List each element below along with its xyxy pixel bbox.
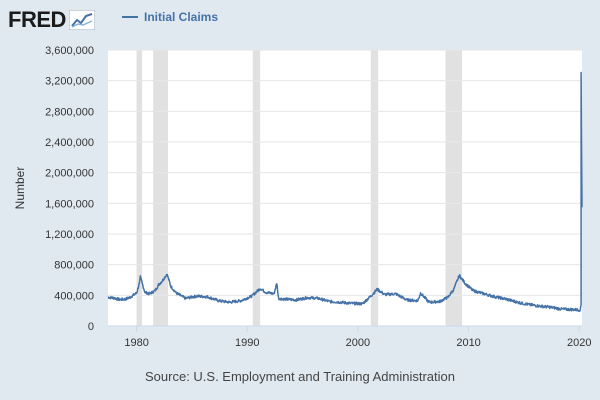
recession-band-2 (153, 50, 168, 326)
source-note: Source: U.S. Employment and Training Adm… (145, 369, 455, 384)
plot-area (108, 50, 582, 326)
y-tick-label: 3,200,000 (45, 76, 94, 88)
y-tick-label: 800,000 (54, 260, 94, 272)
line-chart-icon (68, 10, 95, 30)
logo-text: FRED (8, 7, 66, 32)
x-tick-label: 1980 (124, 337, 148, 349)
x-tick-label: 2020 (567, 337, 591, 349)
legend-swatch (122, 16, 138, 18)
recession-band-4 (370, 50, 379, 326)
y-tick-label: 2,800,000 (45, 106, 94, 118)
y-tick-label: 3,600,000 (45, 45, 94, 57)
legend-label-initial-claims: Initial Claims (144, 10, 219, 24)
recession-band-3 (252, 50, 261, 326)
y-tick-label: 2,400,000 (45, 137, 94, 149)
legend: Initial Claims (122, 10, 218, 24)
y-tick-label: 2,000,000 (45, 168, 94, 180)
x-tick-label: 1990 (235, 337, 259, 349)
series-line-initial-claims (107, 71, 583, 312)
y-tick-label: 0 (88, 321, 94, 333)
recession-band-1 (136, 50, 143, 326)
x-tick-label: 2010 (456, 337, 480, 349)
y-axis-title: Number (13, 167, 27, 210)
x-tick-label: 2000 (346, 337, 370, 349)
fred-logo[interactable]: FRED (8, 7, 95, 33)
y-tick-label: 1,200,000 (45, 229, 94, 241)
y-tick-label: 1,600,000 (45, 198, 94, 210)
y-tick-label: 400,000 (54, 290, 94, 302)
recession-band-5 (445, 50, 463, 326)
